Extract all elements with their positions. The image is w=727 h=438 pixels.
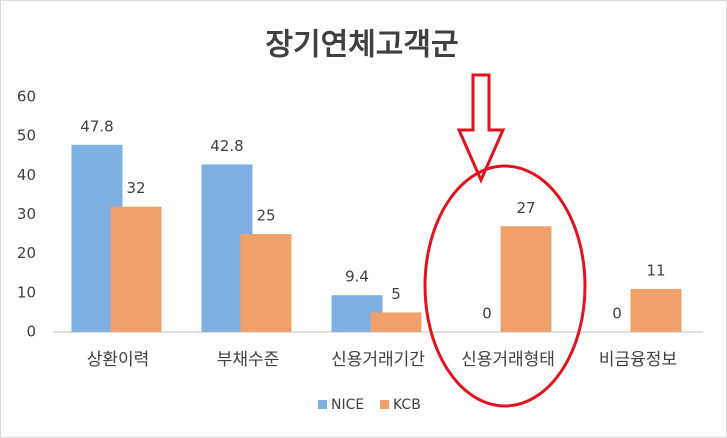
legend-label: NICE: [331, 397, 364, 413]
bar: [110, 206, 162, 332]
data-label: 42.8: [210, 137, 243, 155]
bar: [630, 288, 682, 332]
y-tick-label: 30: [17, 205, 36, 223]
x-tick-label: 비금융정보: [599, 350, 677, 370]
y-tick-label: 60: [17, 88, 36, 106]
y-tick-label: 20: [17, 244, 36, 262]
legend-swatch: [380, 400, 389, 409]
y-tick-label: 10: [17, 283, 36, 301]
data-label: 47.8: [80, 117, 113, 135]
x-tick-label: 부채수준: [217, 350, 280, 370]
bar: [500, 226, 552, 332]
x-tick-label: 상환이력: [87, 350, 150, 370]
data-label: 11: [646, 261, 665, 279]
data-label: 32: [126, 179, 145, 197]
y-tick-label: 40: [17, 166, 36, 184]
bar: [240, 234, 292, 332]
data-label: 27: [516, 199, 535, 217]
annotation-arrow: [456, 73, 506, 184]
annotation-ellipse: [423, 164, 587, 408]
data-label: 0: [482, 305, 492, 323]
data-label: 9.4: [345, 268, 369, 286]
y-tick-label: 50: [17, 127, 36, 145]
bar: [370, 312, 422, 332]
data-label: 25: [256, 207, 275, 225]
data-label: 0: [612, 305, 622, 323]
chart-title: 장기연체고객군: [265, 28, 458, 63]
x-tick-label: 신용거래기간: [331, 350, 425, 370]
data-label: 5: [391, 285, 401, 303]
legend-swatch: [318, 400, 327, 409]
x-tick-label: 신용거래형태: [461, 350, 555, 370]
y-tick-label: 0: [26, 323, 36, 341]
legend-label: KCB: [393, 397, 421, 413]
